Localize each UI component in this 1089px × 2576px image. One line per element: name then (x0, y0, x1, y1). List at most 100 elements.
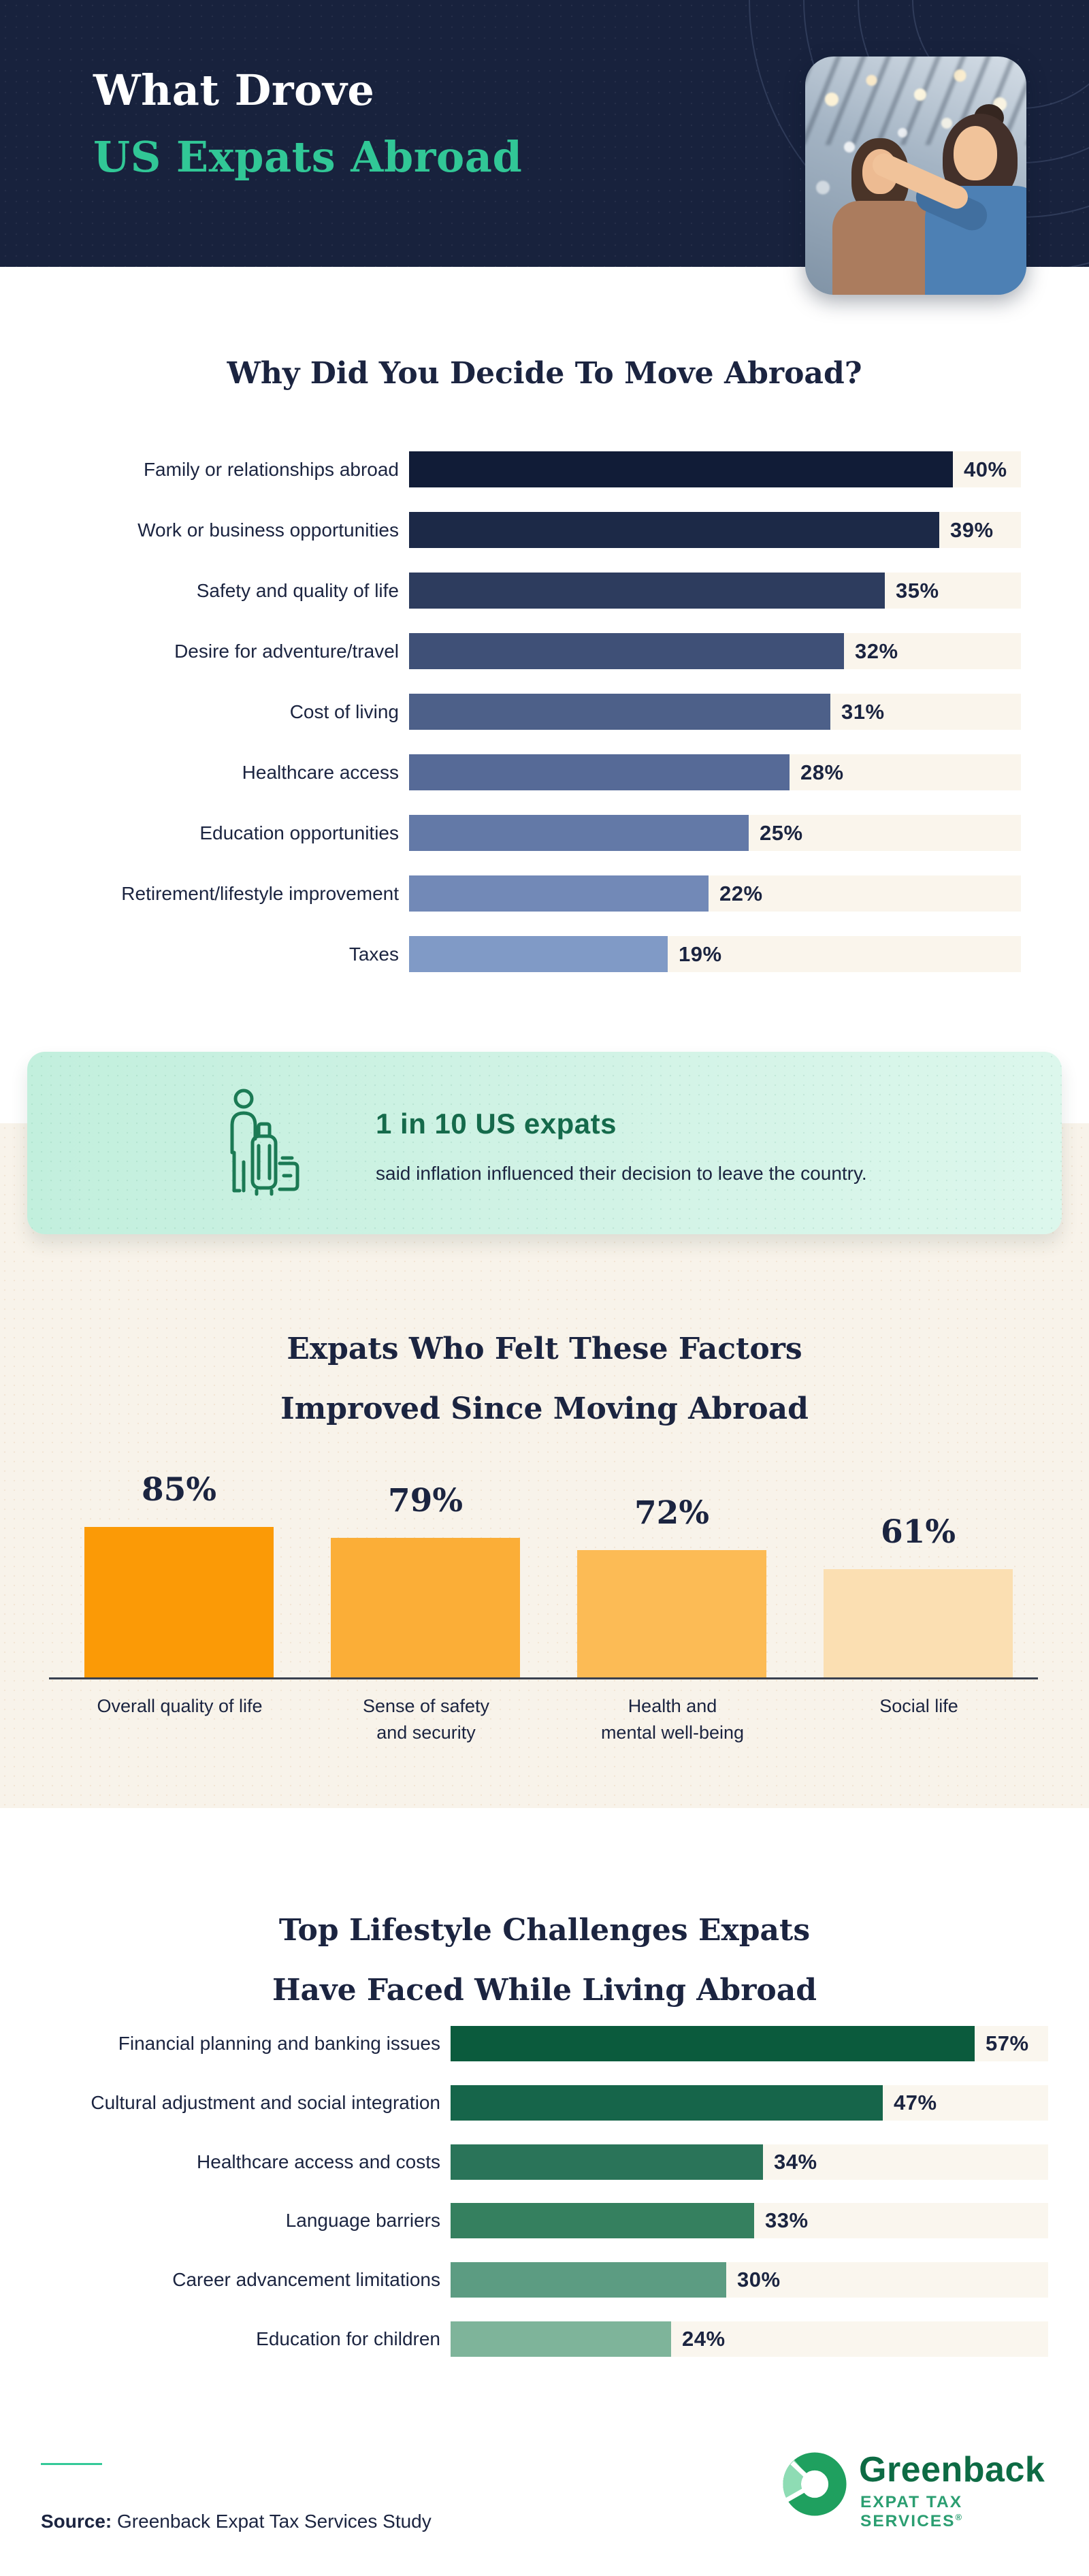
bar-label: Work or business opportunities (137, 519, 399, 541)
registered-mark: ® (955, 2512, 964, 2522)
bar-label: Language barriers (285, 2210, 440, 2231)
bar-label: Healthcare access (242, 761, 399, 783)
page-title-line2: US Expats Abroad (93, 132, 523, 182)
bar-label: Financial planning and banking issues (118, 2033, 440, 2054)
bar-row: Language barriers 33% (0, 2203, 1089, 2238)
column-bar (577, 1550, 766, 1677)
bar-track (451, 2203, 1048, 2238)
bar-row: Healthcare access and costs 34% (0, 2144, 1089, 2180)
bar-value: 40% (964, 457, 1007, 481)
bar-label: Retirement/lifestyle improvement (121, 882, 399, 904)
bar-value: 19% (679, 941, 722, 966)
bar-label: Healthcare access and costs (197, 2151, 440, 2172)
bar-value: 24% (682, 2327, 726, 2351)
bar-row: Desire for adventure/travel 32% (0, 633, 1089, 669)
bar-track (409, 573, 1021, 609)
header-photo (805, 57, 1026, 295)
column-value: 61% (880, 1513, 956, 1551)
bar-track (451, 2144, 1048, 2180)
bar-value: 25% (760, 820, 803, 845)
bar-label: Education opportunities (199, 822, 399, 843)
section-improved-background (0, 1123, 1089, 1808)
column-label: Sense of safety and security (362, 1696, 490, 1743)
bar-track (451, 2085, 1048, 2121)
greenback-logo: Greenback EXPAT TAX SERVICES® (781, 2449, 1067, 2530)
bar-track (409, 875, 1021, 912)
column: 61% Social life (824, 1464, 1013, 1777)
bar-label: Education for children (256, 2328, 440, 2349)
bar-value: 32% (855, 639, 898, 663)
column-value: 79% (387, 1482, 464, 1519)
bar-track (409, 451, 1021, 487)
bar-track (409, 512, 1021, 548)
bar-fill (409, 875, 709, 912)
column-bar (84, 1527, 274, 1677)
column-value: 72% (634, 1494, 710, 1532)
callout-heading: 1 in 10 US expats (376, 1108, 617, 1140)
bar-label: Cost of living (289, 701, 399, 722)
bar-label: Family or relationships abroad (143, 458, 399, 480)
bar-label: Cultural adjustment and social integrati… (91, 2092, 440, 2113)
bar-value: 57% (986, 2031, 1029, 2055)
bar-value: 35% (896, 578, 939, 602)
bar-label: Career advancement limitations (172, 2269, 440, 2290)
column-bar (331, 1538, 520, 1677)
bar-fill (409, 694, 830, 730)
chart3-title: Top Lifestyle Challenges Expats Have Fac… (272, 1913, 817, 2008)
column: 79% Sense of safety and security (331, 1464, 520, 1777)
bar-row: Taxes 19% (0, 936, 1089, 972)
column-label: Social life (879, 1696, 958, 1716)
bar-label: Safety and quality of life (196, 579, 399, 601)
bar-row: Family or relationships abroad 40% (0, 451, 1089, 487)
callout-card: 1 in 10 US expats said inflation influen… (27, 1052, 1062, 1234)
bar-value: 47% (894, 2091, 937, 2114)
logo-donut-icon (783, 2452, 847, 2516)
bar-fill (409, 573, 885, 609)
bar-track (451, 2262, 1048, 2298)
column-bar (824, 1569, 1013, 1677)
bar-fill (451, 2085, 883, 2121)
chart-improved-factors: 85% Overall quality of life 79% Sense of sa… (0, 1464, 1089, 1777)
bar-row: Healthcare access 28% (0, 754, 1089, 790)
brand-name: Greenback (859, 2450, 1045, 2490)
page-title-line1: What Drove (93, 65, 375, 115)
bar-value: 22% (719, 881, 763, 905)
bar-value: 33% (765, 2208, 809, 2232)
column-label: Overall quality of life (97, 1696, 263, 1716)
brand-subtitle: EXPAT TAX SERVICES® (860, 2493, 964, 2531)
bar-row: Cultural adjustment and social integrati… (0, 2085, 1089, 2121)
bar-track (451, 2026, 1048, 2061)
column: 85% Overall quality of life (84, 1464, 274, 1777)
chart1-title: Why Did You Decide To Move Abroad? (227, 356, 862, 391)
bar-track (409, 815, 1021, 851)
bar-label: Desire for adventure/travel (174, 640, 399, 662)
bar-row: Safety and quality of life 35% (0, 573, 1089, 609)
bar-row: Cost of living 31% (0, 694, 1089, 730)
bar-fill (409, 512, 939, 548)
bar-track (409, 936, 1021, 972)
bar-row: Financial planning and banking issues 57% (0, 2026, 1089, 2061)
column: 72% Health and mental well-being (577, 1464, 766, 1777)
source-divider (41, 2463, 102, 2465)
bar-track (409, 694, 1021, 730)
bar-value: 39% (950, 517, 994, 542)
bar-value: 31% (841, 699, 885, 724)
bar-row: Work or business opportunities 39% (0, 512, 1089, 548)
bar-fill (409, 451, 953, 487)
source-text: Source: Greenback Expat Tax Services Stu… (41, 2511, 432, 2532)
page-title: What Drove US Expats Abroad (93, 57, 522, 191)
column-label: Health and mental well-being (600, 1696, 745, 1743)
bar-track (409, 633, 1021, 669)
bar-track (451, 2321, 1048, 2357)
bar-value: 30% (737, 2268, 781, 2291)
bar-row: Retirement/lifestyle improvement 22% (0, 875, 1089, 912)
bar-fill (451, 2026, 975, 2061)
bar-fill (409, 936, 668, 972)
bar-row: Education for children 24% (0, 2321, 1089, 2357)
bar-fill (409, 815, 749, 851)
chart2-baseline (49, 1677, 1038, 1679)
bar-label: Taxes (348, 943, 399, 965)
chart2-title: Expats Who Felt These Factors Improved S… (280, 1332, 809, 1426)
callout-text: said inflation influenced their decision… (376, 1163, 867, 1184)
